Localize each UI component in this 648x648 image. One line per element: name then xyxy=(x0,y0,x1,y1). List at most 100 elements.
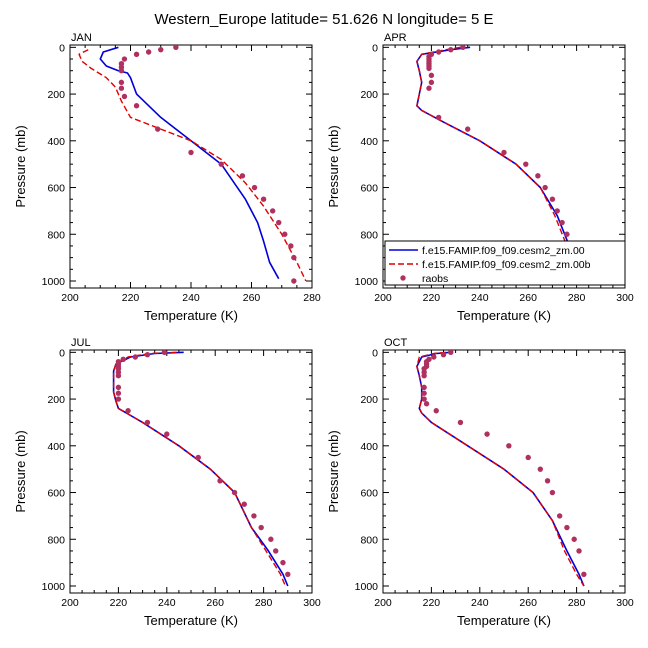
y-tick-label: 600 xyxy=(360,488,378,500)
y-axis-label-apr: Pressure (mb) xyxy=(326,125,341,207)
y-tick-label: 800 xyxy=(360,229,378,241)
raobs-point xyxy=(448,350,454,356)
raobs-point xyxy=(535,173,541,179)
raobs-point xyxy=(285,571,291,578)
x-tick-label: 200 xyxy=(374,597,392,609)
legend-label: f.e15.FAMIP.f09_f09.cesm2_zm.00 xyxy=(422,245,585,257)
y-axis-label-jan: Pressure (mb) xyxy=(13,125,28,207)
y-tick-label: 0 xyxy=(59,42,65,54)
figure-title: Western_Europe latitude= 51.626 N longit… xyxy=(154,11,493,28)
raobs-point xyxy=(501,149,507,156)
raobs-point xyxy=(155,126,161,132)
raobs-point xyxy=(435,114,442,121)
x-axis-label-apr: Temperature (K) xyxy=(457,308,551,323)
raobs-point xyxy=(145,49,152,55)
legend-box xyxy=(384,240,626,286)
raobs-point xyxy=(158,46,164,53)
y-tick-label: 800 xyxy=(360,534,378,546)
y-tick-label: 1000 xyxy=(42,581,66,593)
plot-area-oct xyxy=(416,350,587,587)
x-tick-label: 220 xyxy=(423,597,441,609)
raobs-point xyxy=(133,103,140,109)
series-line-model-00b xyxy=(78,49,307,282)
raobs-point xyxy=(506,443,512,449)
x-tick-label: 280 xyxy=(303,292,321,304)
raobs-point xyxy=(251,184,258,191)
raobs-point xyxy=(423,401,430,407)
raobs-point xyxy=(465,126,471,132)
x-tick-label: 220 xyxy=(423,292,441,304)
raobs-point xyxy=(581,571,587,578)
raobs-point xyxy=(121,93,128,100)
x-tick-label: 200 xyxy=(61,597,79,609)
raobs-point xyxy=(280,559,286,566)
plot-area-jan xyxy=(78,45,307,284)
raobs-point xyxy=(125,408,131,414)
raobs-point xyxy=(115,396,122,402)
panel-title-jul: JUL xyxy=(71,337,91,349)
y-tick-label: 200 xyxy=(360,89,378,101)
raobs-point xyxy=(549,196,556,202)
raobs-point xyxy=(188,149,194,156)
raobs-point xyxy=(164,431,170,437)
x-tick-label: 280 xyxy=(568,597,586,609)
raobs-point xyxy=(115,384,122,391)
series-line-model-00 xyxy=(99,46,280,280)
plot-frame-jul xyxy=(69,349,313,594)
x-tick-label: 260 xyxy=(243,292,261,304)
y-tick-label: 400 xyxy=(360,441,378,453)
raobs-point xyxy=(173,45,179,51)
y-tick-label: 600 xyxy=(47,488,65,500)
series-line-model-00 xyxy=(416,351,585,587)
raobs-point xyxy=(440,351,447,358)
raobs-point xyxy=(115,390,122,396)
raobs-point xyxy=(241,501,247,507)
raobs-point xyxy=(260,196,267,202)
raobs-point xyxy=(121,56,128,62)
x-tick-label: 200 xyxy=(61,292,79,304)
raobs-point xyxy=(133,51,140,58)
raobs-point xyxy=(571,536,577,542)
series-line-model-00b xyxy=(416,46,583,282)
series-line-model-00b xyxy=(416,351,585,587)
y-tick-label: 400 xyxy=(360,136,378,148)
raobs-point xyxy=(421,384,427,391)
raobs-point xyxy=(115,373,122,379)
raobs-point xyxy=(576,548,582,554)
raobs-point xyxy=(549,489,556,496)
plot-area-apr xyxy=(416,45,583,282)
series-line-model-00b xyxy=(112,351,287,587)
raobs-point xyxy=(556,513,563,519)
y-tick-label: 1000 xyxy=(42,276,66,288)
raobs-point xyxy=(542,184,548,191)
y-tick-label: 0 xyxy=(372,347,378,359)
raobs-point xyxy=(426,85,432,91)
raobs-point xyxy=(421,390,427,396)
raobs-point xyxy=(273,548,279,554)
raobs-point xyxy=(144,351,151,358)
raobs-point xyxy=(132,354,139,360)
series-line-model-00 xyxy=(112,351,289,587)
panel-title-apr: APR xyxy=(384,32,407,44)
raobs-point xyxy=(428,79,435,86)
y-tick-label: 1000 xyxy=(355,581,379,593)
panel-title-oct: OCT xyxy=(384,337,408,349)
x-tick-label: 300 xyxy=(616,292,634,304)
y-tick-label: 600 xyxy=(47,183,65,195)
raobs-point xyxy=(460,45,466,51)
raobs-point xyxy=(118,79,125,86)
x-tick-label: 200 xyxy=(374,292,392,304)
raobs-point xyxy=(288,243,294,249)
raobs-point xyxy=(251,513,257,519)
x-tick-label: 280 xyxy=(255,597,273,609)
raobs-point xyxy=(523,161,529,167)
raobs-point xyxy=(544,478,551,484)
x-axis-label-jul: Temperature (K) xyxy=(144,613,238,628)
plot-frame-oct xyxy=(382,349,626,594)
legend-marker-raobs xyxy=(400,275,406,281)
raobs-point xyxy=(195,454,201,461)
raobs-point xyxy=(564,524,570,531)
x-tick-label: 260 xyxy=(519,292,537,304)
